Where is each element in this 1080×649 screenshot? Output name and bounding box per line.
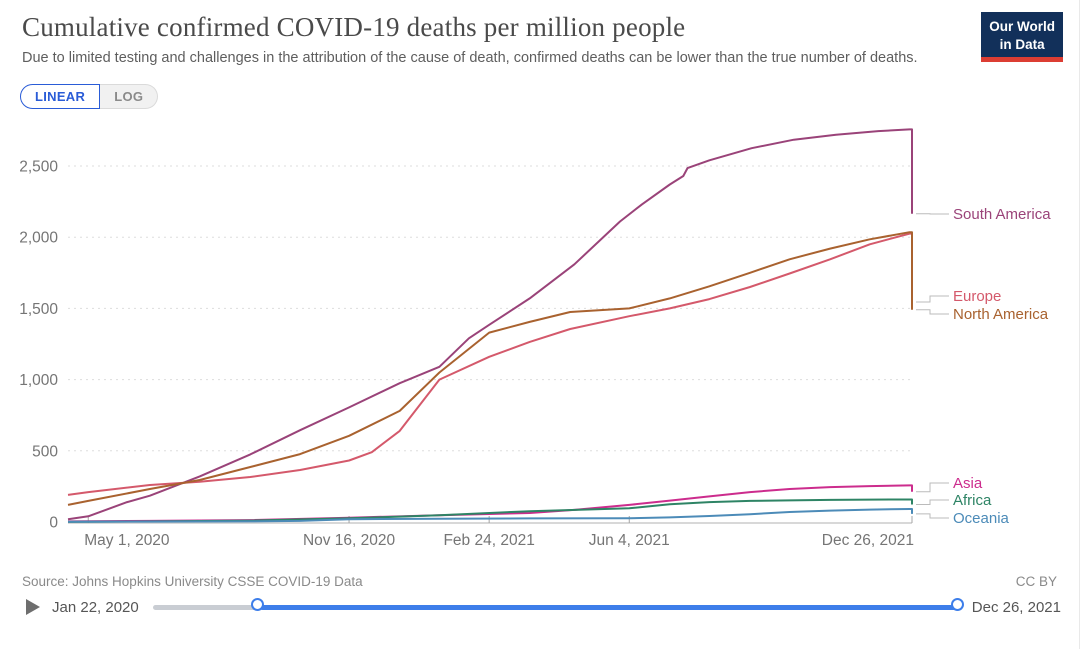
x-axis-label: Feb 24, 2021 xyxy=(443,532,534,549)
series-line-north-america xyxy=(67,231,913,507)
series-connector-oceania xyxy=(916,513,949,519)
slider-end-handle[interactable] xyxy=(950,598,964,612)
y-axis-label: 1,500 xyxy=(19,301,58,318)
x-axis-label: Nov 16, 2020 xyxy=(303,532,396,549)
y-axis-label: 2,500 xyxy=(19,159,58,176)
y-axis-label: 1,000 xyxy=(19,372,58,389)
page-subtitle: Due to limited testing and challenges in… xyxy=(22,50,918,66)
series-connector-africa xyxy=(916,499,949,506)
timeline-control: Jan 22, 2020 Dec 26, 2021 xyxy=(0,597,1079,617)
chart-header: Cumulative confirmed COVID-19 deaths per… xyxy=(0,0,1079,68)
series-connector-north-america xyxy=(916,309,949,315)
series-line-asia xyxy=(67,484,913,523)
y-axis-label: 0 xyxy=(49,515,58,532)
y-axis-label: 500 xyxy=(32,443,58,460)
series-label-asia[interactable]: Asia xyxy=(953,475,983,492)
linear-scale-button[interactable]: LINEAR xyxy=(20,84,101,110)
x-axis-label: May 1, 2020 xyxy=(84,532,170,549)
source-note: Source: Johns Hopkins University CSSE CO… xyxy=(22,574,363,590)
license-link[interactable]: CC BY xyxy=(1015,574,1057,590)
x-axis-label: Jun 4, 2021 xyxy=(589,532,670,549)
log-scale-button[interactable]: LOG xyxy=(100,84,159,110)
timeline-slider[interactable] xyxy=(151,597,964,617)
title-block: Cumulative confirmed COVID-19 deaths per… xyxy=(22,12,918,68)
slider-start-handle[interactable] xyxy=(250,598,264,612)
play-button[interactable] xyxy=(26,599,40,616)
owid-logo-line1: Our World xyxy=(989,19,1055,34)
series-label-oceania[interactable]: Oceania xyxy=(953,510,1010,527)
x-axis-label: Dec 26, 2021 xyxy=(822,532,914,549)
series-label-south-america[interactable]: South America xyxy=(953,206,1051,223)
scale-toggle: LINEAR LOG xyxy=(20,84,159,110)
series-connector-asia xyxy=(916,482,949,493)
y-axis-label: 2,000 xyxy=(19,230,58,247)
timeline-end-date: Dec 26, 2021 xyxy=(971,598,1061,616)
page-title: Cumulative confirmed COVID-19 deaths per… xyxy=(22,12,686,42)
line-chart-canvas: 0 500 1,000 1,500 2,000 2,500 May 1, 2020 Nov 1… xyxy=(19,128,1051,549)
timeline-start-date: Jan 22, 2020 xyxy=(52,598,139,616)
owid-logo-line2: in Data xyxy=(999,36,1045,52)
series-line-south-america xyxy=(67,128,913,521)
footer-row: Source: Johns Hopkins University CSSE CO… xyxy=(0,562,1079,589)
slider-active-range[interactable] xyxy=(259,605,958,611)
series-line-africa xyxy=(67,498,913,524)
series-connector-europe xyxy=(916,295,949,303)
owid-logo[interactable]: Our World in Data xyxy=(981,12,1063,63)
series-line-oceania xyxy=(67,508,913,523)
series-line-europe xyxy=(67,232,913,497)
series-label-africa[interactable]: Africa xyxy=(953,492,992,509)
series-label-europe[interactable]: Europe xyxy=(953,288,1001,305)
series-label-north-america[interactable]: North America xyxy=(953,306,1049,323)
